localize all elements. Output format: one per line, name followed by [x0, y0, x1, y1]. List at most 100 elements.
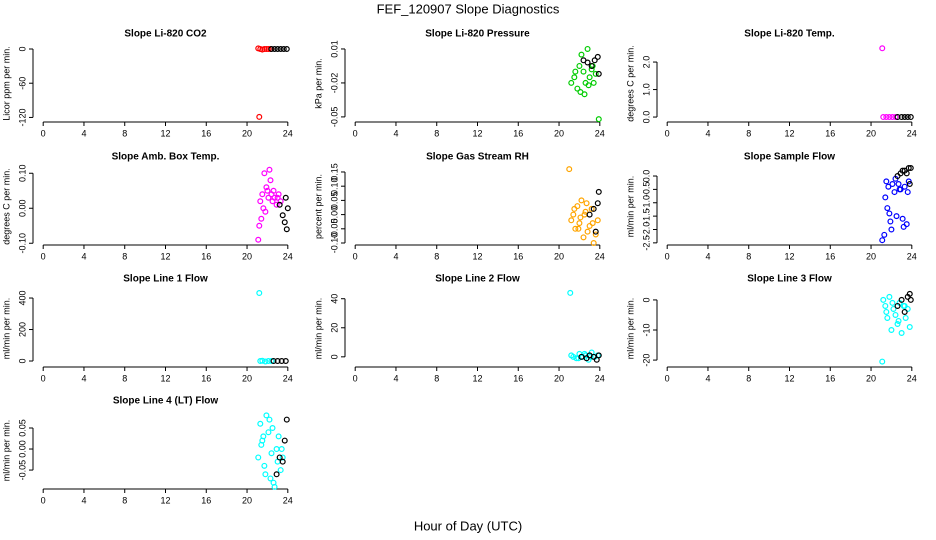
y-axis-label: ml/min per min. — [625, 176, 635, 238]
x-tick-label: 8 — [746, 373, 751, 383]
y-tick-label: 0 — [17, 46, 27, 51]
point — [580, 68, 587, 75]
point — [279, 458, 286, 465]
point — [257, 198, 264, 205]
point — [904, 305, 911, 312]
point — [591, 57, 598, 64]
point — [581, 91, 588, 98]
point — [893, 213, 900, 220]
x-tick-label: 4 — [81, 251, 86, 261]
x-tick-label: 8 — [122, 128, 127, 138]
point — [588, 62, 595, 69]
point — [263, 184, 270, 191]
x-tick-label: 24 — [283, 251, 293, 261]
y-tick-label: -0.05 — [329, 219, 339, 240]
y-tick-label: -0.10 — [17, 233, 27, 254]
point — [586, 211, 593, 218]
y-tick-label: -2.5 — [641, 235, 651, 251]
point — [879, 237, 886, 244]
point — [900, 223, 907, 230]
point — [905, 178, 912, 185]
point — [898, 330, 905, 337]
point — [270, 358, 277, 365]
x-tick-label: 20 — [554, 251, 564, 261]
point — [880, 114, 887, 121]
point — [889, 181, 896, 188]
point — [261, 462, 268, 469]
point — [903, 170, 910, 177]
point — [885, 183, 892, 190]
point — [279, 212, 286, 219]
point — [281, 219, 288, 226]
point — [886, 293, 893, 300]
point — [566, 166, 573, 173]
point — [261, 45, 268, 52]
y-tick-label: 0 — [641, 297, 651, 302]
point — [595, 188, 602, 195]
x-tick-label: 12 — [784, 373, 794, 383]
x-tick-label: 0 — [41, 373, 46, 383]
point — [576, 220, 583, 227]
point — [578, 197, 585, 204]
point — [275, 191, 282, 198]
point — [892, 311, 899, 318]
x-tick-label: 0 — [665, 128, 670, 138]
point — [882, 194, 889, 201]
point — [594, 217, 601, 224]
point — [889, 299, 896, 306]
x-tick-label: 24 — [907, 251, 917, 261]
panel-title: Slope Line 3 Flow — [747, 274, 832, 285]
point — [259, 191, 266, 198]
x-tick-label: 16 — [825, 128, 835, 138]
y-tick-label: 0.05 — [329, 192, 339, 210]
point — [898, 296, 905, 303]
x-tick-label: 0 — [41, 251, 46, 261]
point — [594, 53, 601, 60]
y-tick-label: 0.05 — [17, 419, 27, 437]
point — [907, 296, 914, 303]
x-tick-label: 12 — [160, 495, 170, 505]
point — [282, 194, 289, 201]
x-tick-label: 24 — [283, 128, 293, 138]
point — [256, 113, 263, 120]
panel-title: Slope Li-820 CO2 — [124, 29, 207, 40]
point — [879, 358, 886, 365]
y-axis-label: ml/min per min. — [625, 298, 635, 360]
point — [263, 412, 270, 419]
y-tick-label: -0.05 — [17, 460, 27, 481]
x-tick-label: 20 — [866, 373, 876, 383]
point — [266, 166, 273, 173]
point — [595, 70, 602, 77]
point — [265, 429, 272, 436]
x-tick-label: 8 — [434, 251, 439, 261]
point — [268, 191, 275, 198]
point — [577, 214, 584, 221]
point — [273, 471, 280, 478]
x-tick-label: 24 — [595, 251, 605, 261]
y-tick-label: 0.01 — [329, 40, 339, 58]
page-title: FEF_120907 Slope Diagnostics — [377, 1, 560, 16]
x-tick-label: 20 — [242, 128, 252, 138]
point — [268, 450, 275, 457]
point — [274, 358, 281, 365]
y-tick-label: 0.0 — [641, 111, 651, 124]
point — [887, 218, 894, 225]
point — [268, 358, 275, 365]
point — [278, 358, 285, 365]
point — [277, 467, 284, 474]
x-tick-label: 24 — [595, 128, 605, 138]
point — [274, 45, 281, 52]
y-tick-label: 0.0 — [641, 170, 651, 183]
x-tick-label: 8 — [746, 251, 751, 261]
x-tick-label: 16 — [513, 128, 523, 138]
point — [592, 70, 599, 77]
point — [894, 114, 901, 121]
point — [268, 45, 275, 52]
point — [898, 114, 905, 121]
point — [277, 198, 284, 205]
point — [273, 201, 280, 208]
point — [886, 114, 893, 121]
point — [256, 222, 263, 229]
point — [888, 327, 895, 334]
x-tick-label: 4 — [393, 251, 398, 261]
